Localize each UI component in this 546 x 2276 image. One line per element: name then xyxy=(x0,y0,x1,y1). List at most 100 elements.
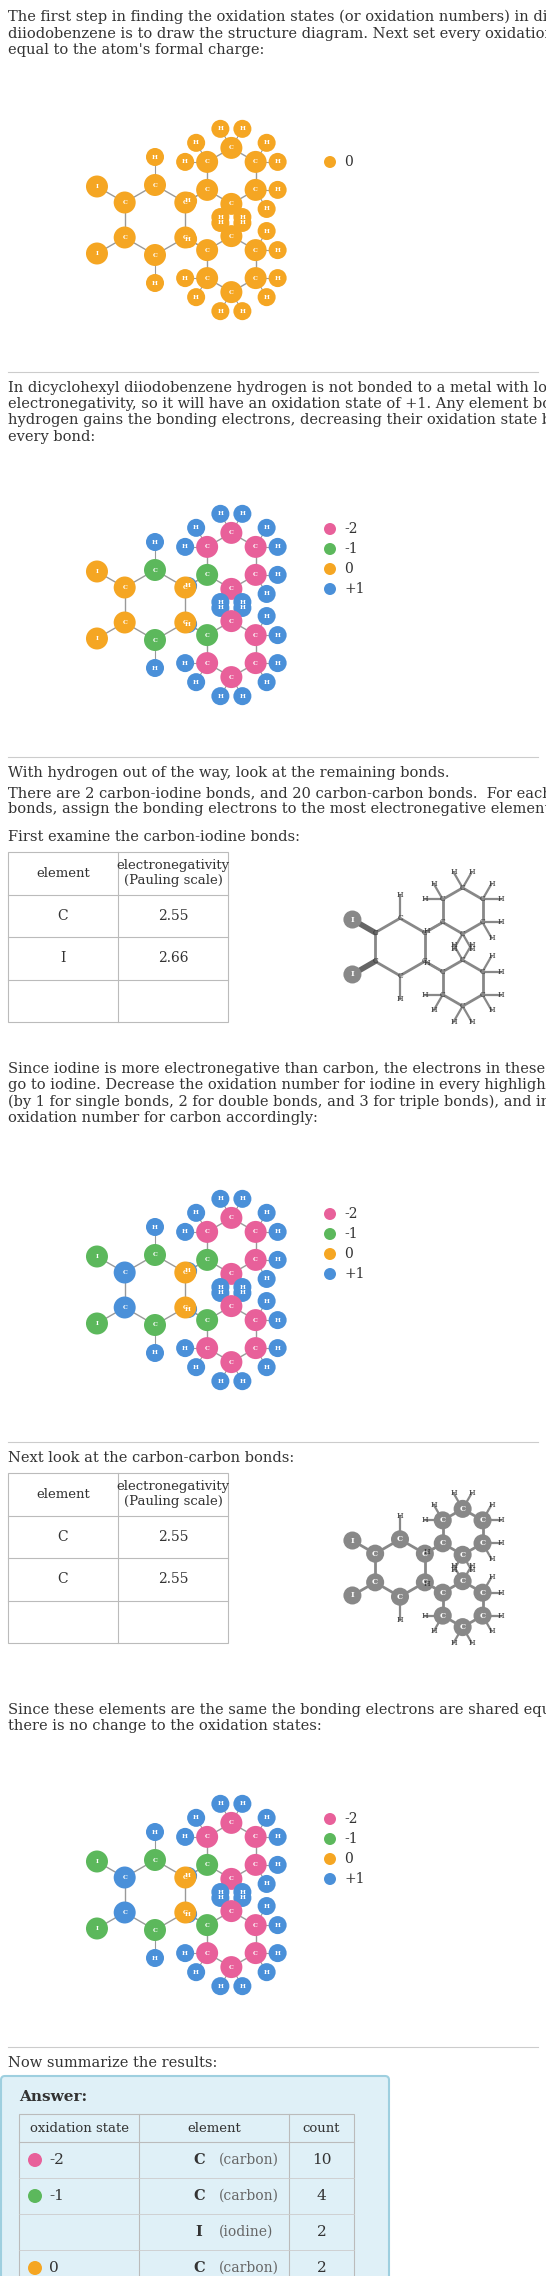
Text: C: C xyxy=(193,2190,205,2203)
Circle shape xyxy=(196,239,218,262)
Bar xyxy=(19,2114,354,2276)
Text: H: H xyxy=(193,1211,199,1215)
Text: H: H xyxy=(182,660,188,665)
Circle shape xyxy=(233,1279,251,1295)
Circle shape xyxy=(343,965,361,983)
Text: -1: -1 xyxy=(344,1227,358,1240)
Circle shape xyxy=(391,1529,409,1548)
Text: H: H xyxy=(422,990,428,999)
Text: C: C xyxy=(183,585,188,589)
Text: 2: 2 xyxy=(317,2260,327,2276)
Text: H: H xyxy=(185,198,191,203)
Text: C: C xyxy=(205,1951,210,1955)
Circle shape xyxy=(416,1573,434,1591)
Text: -2: -2 xyxy=(49,2153,64,2167)
Circle shape xyxy=(324,583,336,594)
Circle shape xyxy=(324,1853,336,1864)
Text: H: H xyxy=(239,214,245,218)
Circle shape xyxy=(269,152,287,171)
Circle shape xyxy=(28,2260,42,2276)
Text: H: H xyxy=(217,127,223,132)
Text: H: H xyxy=(488,1500,495,1509)
Text: element: element xyxy=(36,867,90,881)
Text: C: C xyxy=(122,1270,127,1275)
Text: H: H xyxy=(217,214,223,218)
Text: C: C xyxy=(397,1593,403,1600)
Circle shape xyxy=(176,653,194,671)
Circle shape xyxy=(221,1206,242,1229)
Text: H: H xyxy=(275,544,281,549)
Text: -2: -2 xyxy=(344,1206,358,1220)
Circle shape xyxy=(245,535,266,558)
Circle shape xyxy=(343,1586,361,1605)
Circle shape xyxy=(269,1944,287,1962)
Circle shape xyxy=(114,1297,136,1318)
Text: -1: -1 xyxy=(344,542,358,555)
Circle shape xyxy=(86,1916,108,1939)
Circle shape xyxy=(258,674,276,692)
Circle shape xyxy=(144,173,166,196)
Circle shape xyxy=(233,1978,251,1996)
Text: H: H xyxy=(424,958,430,967)
Circle shape xyxy=(211,594,229,610)
Text: H: H xyxy=(193,141,199,146)
Circle shape xyxy=(146,1345,164,1361)
Circle shape xyxy=(233,1372,251,1391)
Circle shape xyxy=(221,1295,242,1318)
Text: H: H xyxy=(217,1379,223,1384)
Text: 2.66: 2.66 xyxy=(158,951,188,965)
Text: H: H xyxy=(275,1345,281,1350)
Circle shape xyxy=(144,628,166,651)
Text: H: H xyxy=(217,1800,223,1807)
Text: H: H xyxy=(217,1197,223,1202)
Text: 0: 0 xyxy=(344,1853,353,1866)
Text: C: C xyxy=(205,633,210,637)
Text: C: C xyxy=(205,1256,210,1263)
Text: C: C xyxy=(122,585,127,589)
Circle shape xyxy=(174,1297,197,1318)
Text: C: C xyxy=(193,2153,205,2167)
Text: element: element xyxy=(36,1489,90,1500)
Circle shape xyxy=(245,180,266,200)
Text: C: C xyxy=(205,1229,210,1234)
Circle shape xyxy=(454,1500,472,1518)
Circle shape xyxy=(269,269,287,287)
Text: C: C xyxy=(372,1550,378,1557)
Text: C: C xyxy=(183,1910,188,1914)
Text: H: H xyxy=(488,1555,495,1564)
Text: C: C xyxy=(58,1573,68,1586)
Text: H: H xyxy=(450,1566,457,1575)
Circle shape xyxy=(324,1832,336,1846)
Text: C: C xyxy=(152,253,157,257)
Circle shape xyxy=(258,200,276,218)
Text: H: H xyxy=(264,1277,270,1281)
Text: H: H xyxy=(182,1345,188,1350)
Circle shape xyxy=(86,1313,108,1334)
Text: C: C xyxy=(183,1875,188,1880)
Circle shape xyxy=(454,1545,472,1564)
Text: C: C xyxy=(479,894,485,904)
Circle shape xyxy=(86,244,108,264)
Text: C: C xyxy=(253,159,258,164)
Text: H: H xyxy=(450,1639,457,1648)
Text: H: H xyxy=(152,1830,158,1834)
Text: C: C xyxy=(253,187,258,193)
Text: H: H xyxy=(275,660,281,665)
Circle shape xyxy=(233,1190,251,1209)
Circle shape xyxy=(221,282,242,303)
Text: H: H xyxy=(217,605,223,610)
Circle shape xyxy=(187,519,205,537)
Circle shape xyxy=(196,564,218,585)
Text: C: C xyxy=(479,1516,485,1525)
Text: Next look at the carbon-carbon bonds:: Next look at the carbon-carbon bonds: xyxy=(8,1452,294,1466)
Circle shape xyxy=(233,1796,251,1814)
Text: 10: 10 xyxy=(312,2153,331,2167)
Circle shape xyxy=(324,157,336,168)
Text: C: C xyxy=(205,187,210,193)
Text: C: C xyxy=(440,990,446,999)
Text: I: I xyxy=(96,250,98,255)
Circle shape xyxy=(174,1261,197,1284)
Text: H: H xyxy=(217,1284,223,1290)
Text: H: H xyxy=(193,526,199,530)
Circle shape xyxy=(245,1914,266,1937)
